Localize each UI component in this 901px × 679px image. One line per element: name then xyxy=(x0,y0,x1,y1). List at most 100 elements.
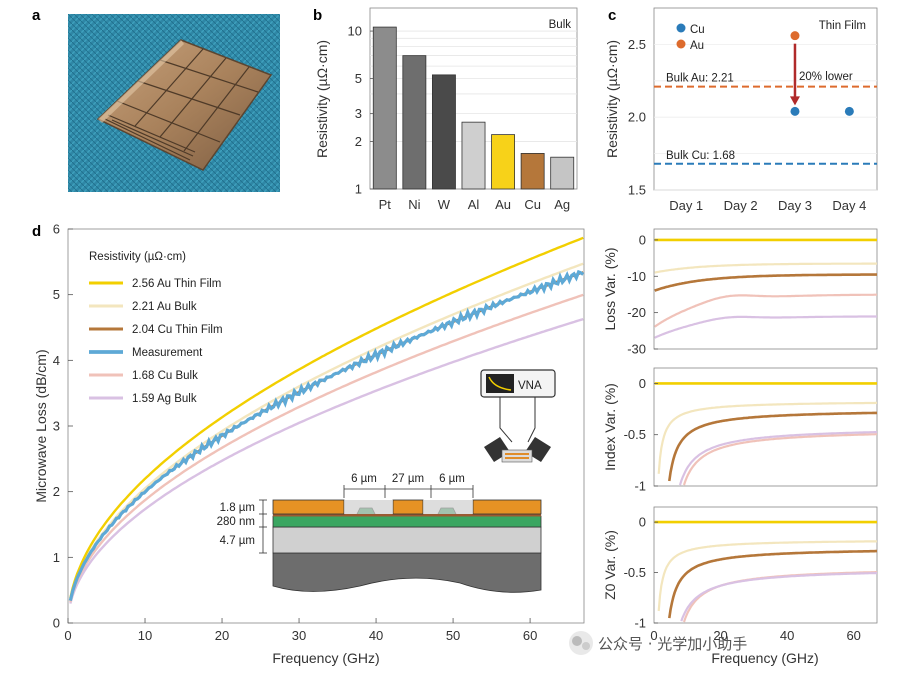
d-xtick-label: 60 xyxy=(523,628,537,643)
d-ylabel: Microwave Loss (dB/cm) xyxy=(33,349,49,502)
lv-ylabel: Loss Var. (%) xyxy=(602,248,618,331)
signal-electrode xyxy=(392,499,424,515)
panel-index-var: 0 -0.5 -1 Index Var. (%) xyxy=(602,367,878,494)
d-ytick-label: 6 xyxy=(53,222,60,237)
c-annotation: Thin Film xyxy=(819,20,866,32)
b-xtick-label: Al xyxy=(468,197,480,212)
probe-dut xyxy=(501,449,533,463)
c-reference-lines: Bulk Au: 2.21 Bulk Cu: 1.68 xyxy=(654,73,877,165)
iv-ytick-label: -0.5 xyxy=(624,427,646,442)
c-ylabel: Resistivity (µΩ·cm) xyxy=(604,40,620,158)
panel-label-a: a xyxy=(32,7,41,24)
d-line-4 xyxy=(69,293,584,603)
iv-line-2 xyxy=(668,411,877,482)
d-line-5 xyxy=(69,317,584,604)
zv-xtick-label: 0 xyxy=(650,628,657,643)
d-xtick-label: 20 xyxy=(215,628,229,643)
b-ytick-label: 10 xyxy=(348,24,362,39)
cross-section-inset: 6 µm 27 µm 6 µm 1.8 µm 280 nm 4.7 µm xyxy=(217,473,542,593)
iv-ytick-label: 0 xyxy=(639,376,646,391)
d-ytick-label: 5 xyxy=(53,287,60,302)
b-xtick-label: Cu xyxy=(524,197,541,212)
lv-line-3 xyxy=(654,293,877,328)
zv-series-lines xyxy=(654,520,878,623)
iv-ytick-labels: 0 -0.5 -1 xyxy=(624,376,658,494)
c-axes-frame xyxy=(653,7,878,191)
vna-cables xyxy=(499,397,536,443)
c-point-au xyxy=(790,31,800,41)
watermark: 公众号 · 光学加小助手 xyxy=(569,631,747,655)
d-line-1 xyxy=(69,262,584,601)
c-ref-label-0: Bulk Au: 2.21 xyxy=(666,73,734,85)
zv-xtick-label: 40 xyxy=(780,628,794,643)
layer-oxide-thickness: 4.7 µm xyxy=(220,535,255,547)
panel-b: 1 2 3 5 10 Pt Ni W Al Au Cu Ag Resistivity (µΩ·cm)… xyxy=(314,7,578,212)
lv-ytick-label: -10 xyxy=(627,269,646,284)
c-legend-au-label: Au xyxy=(690,40,704,52)
b-xtick-label: Pt xyxy=(379,197,392,212)
d-ytick-label: 2 xyxy=(53,484,60,499)
zv-xtick-label: 20 xyxy=(713,628,727,643)
c-arrow-head xyxy=(789,96,800,106)
zv-line-4 xyxy=(680,571,878,622)
d-xtick-labels: 0 10 20 30 40 50 60 xyxy=(64,628,537,643)
panel-loss-var: 0 -10 -20 -30 Loss Var. (%) xyxy=(602,228,878,357)
c-arrow-label: 20% lower xyxy=(799,71,853,83)
lv-ytick-label: -20 xyxy=(627,305,646,320)
b-bar-al xyxy=(461,121,486,190)
panel-label-d: d xyxy=(32,223,41,240)
dim-signal-width: 27 µm xyxy=(392,473,424,485)
lnoi-layer xyxy=(272,515,542,528)
iv-line-4 xyxy=(678,431,877,486)
substrate xyxy=(272,552,542,593)
dim-gap-left: 6 µm xyxy=(351,473,377,485)
layer-film-thickness: 280 nm xyxy=(217,516,255,528)
b-xtick-label: Au xyxy=(495,197,511,212)
zv-ytick-label: -0.5 xyxy=(624,565,646,580)
c-ytick-label: 2.0 xyxy=(628,110,646,125)
c-xtick-label: Day 3 xyxy=(778,198,812,213)
c-legend-cu-label: Cu xyxy=(690,24,705,36)
oxide-layer xyxy=(272,526,542,554)
b-xtick-label: W xyxy=(438,197,451,212)
zv-line-2 xyxy=(668,549,877,619)
b-ytick-label: 1 xyxy=(355,182,362,197)
d-ytick-labels: 0 1 2 3 4 5 6 xyxy=(53,222,60,631)
d-legend-label-2: 2.04 Cu Thin Film xyxy=(132,324,223,336)
d-series-lines xyxy=(68,236,585,604)
lv-line-2 xyxy=(654,273,877,292)
d-ytick-label: 0 xyxy=(53,616,60,631)
b-bar-au xyxy=(491,134,516,190)
iv-line-3 xyxy=(682,433,877,486)
b-bar-pt xyxy=(372,26,397,190)
iv-axes-frame xyxy=(653,367,878,487)
dim-gap-right: 6 µm xyxy=(439,473,465,485)
d-legend: 2.56 Au Thin Film 2.21 Au Bulk 2.04 Cu Thi… xyxy=(89,278,223,405)
d-ytick-label: 4 xyxy=(53,353,60,368)
panel-label-b: b xyxy=(313,7,322,24)
c-ytick-label: 2.5 xyxy=(628,37,646,52)
chip-edge-highlight xyxy=(98,40,184,123)
d-legend-label-4: 1.68 Cu Bulk xyxy=(132,370,198,382)
zv-xtick-label: 60 xyxy=(846,628,860,643)
d-legend-title: Resistivity (µΩ·cm) xyxy=(89,251,186,263)
probe-dut-strip-1 xyxy=(505,453,529,455)
d-legend-label-5: 1.59 Ag Bulk xyxy=(132,393,197,405)
panel-label-c: c xyxy=(608,7,616,24)
d-legend-label-3: Measurement xyxy=(132,347,203,359)
zv-line-1 xyxy=(657,540,878,612)
b-xtick-label: Ag xyxy=(554,197,570,212)
b-bars xyxy=(372,26,575,190)
zv-xlabel: Frequency (GHz) xyxy=(711,650,818,666)
probe-dut-strip-2 xyxy=(505,457,529,459)
gap-right xyxy=(423,500,473,514)
vna-label: VNA xyxy=(518,380,542,392)
b-ytick-label: 3 xyxy=(355,106,362,121)
d-ytick-label: 1 xyxy=(53,550,60,565)
c-xtick-labels: Day 1 Day 2 Day 3 Day 4 xyxy=(669,198,866,213)
gap-left xyxy=(344,500,393,514)
watermark-text: 公众号 · 光学加小助手 xyxy=(598,635,747,653)
d-line-0 xyxy=(69,236,584,599)
panel-z0-var: 0 -0.5 -1 0 20 40 60 Z0 Var. (%) Frequency (G… xyxy=(602,506,878,666)
